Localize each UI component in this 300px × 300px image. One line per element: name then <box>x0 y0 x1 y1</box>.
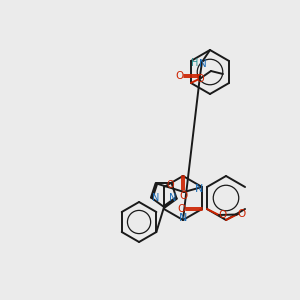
Text: N: N <box>169 193 176 203</box>
Text: O: O <box>196 74 204 84</box>
Text: O: O <box>219 210 227 220</box>
Text: H: H <box>191 58 199 68</box>
Text: O: O <box>167 181 175 190</box>
Text: O: O <box>175 71 183 81</box>
Text: N: N <box>199 59 207 69</box>
Text: N: N <box>179 213 187 223</box>
Text: N: N <box>152 193 159 203</box>
Text: O: O <box>177 204 185 214</box>
Text: O: O <box>179 191 187 201</box>
Text: N: N <box>195 184 203 194</box>
Text: O: O <box>238 209 246 219</box>
